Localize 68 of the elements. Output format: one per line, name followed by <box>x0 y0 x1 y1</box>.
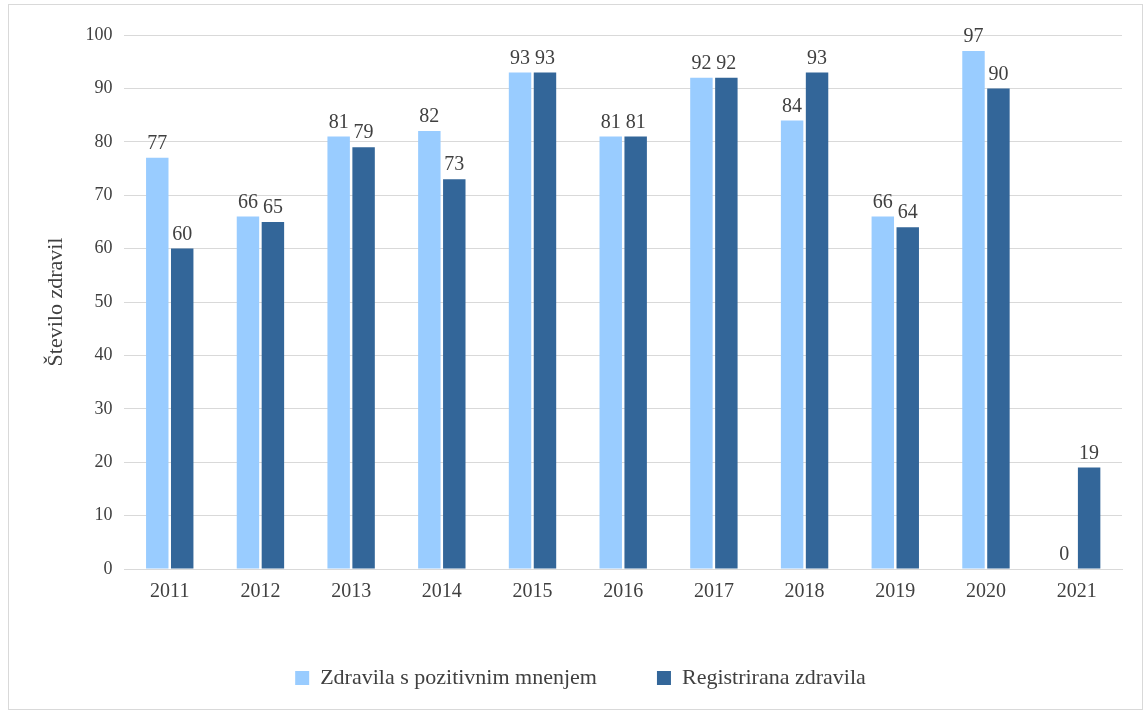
data-label: 60 <box>172 221 193 244</box>
y-tick-label: 60 <box>94 237 113 258</box>
y-tick-label: 70 <box>94 183 113 204</box>
data-label: 65 <box>262 195 283 218</box>
bar <box>599 136 622 569</box>
x-tick-label: 2020 <box>965 579 1006 602</box>
bar <box>146 157 169 569</box>
data-label: 77 <box>147 131 168 154</box>
x-tick-label: 2017 <box>693 579 734 602</box>
data-label: 79 <box>353 120 374 143</box>
x-tick-label: 2013 <box>331 579 372 602</box>
y-tick-label: 90 <box>94 77 113 98</box>
x-tick-label: 2018 <box>784 579 825 602</box>
bar <box>896 227 919 569</box>
x-tick-label: 2011 <box>150 579 190 602</box>
y-tick-label: 0 <box>103 557 113 578</box>
data-label: 93 <box>510 45 531 68</box>
bar <box>533 72 557 569</box>
bar <box>418 131 441 569</box>
data-label: 66 <box>872 189 893 212</box>
y-tick-label: 20 <box>94 450 113 471</box>
bar <box>690 77 713 569</box>
bar <box>443 179 466 569</box>
y-tick-label: 80 <box>94 130 113 151</box>
bar <box>508 72 532 569</box>
data-label: 82 <box>419 104 440 127</box>
data-label: 81 <box>328 109 349 132</box>
data-label: 81 <box>625 109 646 132</box>
bar <box>871 216 895 569</box>
bar <box>236 216 260 569</box>
legend-label: Zdravila s pozitivnim mnenjem <box>320 663 597 689</box>
data-label: 92 <box>691 50 712 73</box>
data-label: 90 <box>988 61 1009 84</box>
bar <box>170 248 194 569</box>
bar <box>624 136 647 569</box>
data-label: 73 <box>444 152 465 175</box>
bar <box>987 88 1010 569</box>
bar <box>1077 467 1101 569</box>
data-label: 64 <box>897 200 918 223</box>
x-tick-label: 2012 <box>240 579 281 602</box>
legend-label: Registrirana zdravila <box>681 663 867 689</box>
y-tick-label: 10 <box>94 504 113 525</box>
data-label: 93 <box>534 45 555 68</box>
y-tick-label: 100 <box>85 23 113 44</box>
bar <box>715 77 738 569</box>
data-label: 84 <box>782 93 803 116</box>
data-label: 97 <box>963 24 984 47</box>
data-label: 93 <box>807 45 828 68</box>
bar <box>261 221 285 569</box>
y-tick-label: 30 <box>94 397 113 418</box>
x-tick-label: 2014 <box>421 579 462 602</box>
y-tick-label: 50 <box>94 290 113 311</box>
bar <box>805 72 829 569</box>
y-tick-label: 40 <box>94 344 113 365</box>
x-tick-label: 2015 <box>512 579 553 602</box>
x-tick-label: 2019 <box>875 579 916 602</box>
y-axis-title: Število zdravil <box>41 237 67 367</box>
data-label: 66 <box>237 189 258 212</box>
x-tick-label: 2021 <box>1056 579 1097 602</box>
data-label: 19 <box>1079 440 1100 463</box>
data-label: 81 <box>600 109 621 132</box>
bar <box>352 147 375 569</box>
x-tick-label: 2016 <box>603 579 644 602</box>
bar <box>780 120 804 569</box>
bar <box>327 136 350 569</box>
data-label: 0 <box>1059 542 1070 565</box>
bar <box>962 51 985 569</box>
data-label: 92 <box>716 50 737 73</box>
